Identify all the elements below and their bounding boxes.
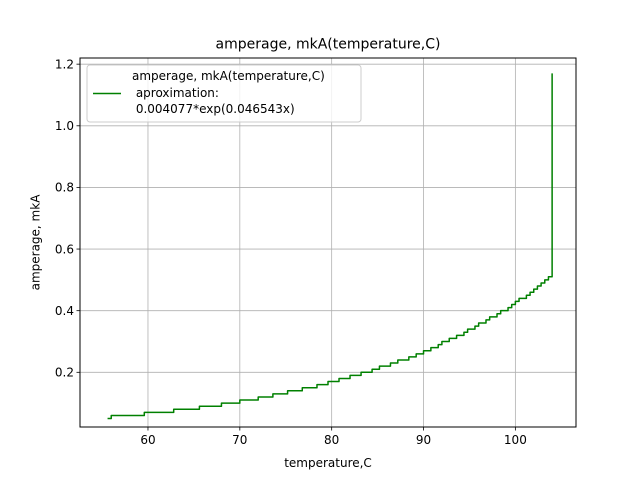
y-tick-label: 1.0 bbox=[55, 119, 74, 133]
x-tick-label: 60 bbox=[140, 433, 155, 447]
x-tick-label: 70 bbox=[232, 433, 247, 447]
axes-frame bbox=[79, 57, 577, 428]
x-tick-label: 80 bbox=[324, 433, 339, 447]
y-tick-label: 0.8 bbox=[55, 181, 74, 195]
legend-entry-line-1: amperage, mkA(temperature,C) bbox=[132, 69, 325, 83]
legend-entry-line-3: 0.004077*exp(0.046543x) bbox=[132, 102, 295, 116]
y-tick-label: 1.2 bbox=[55, 57, 74, 71]
ticks: 60 70 80 90 100 0.2 0.4 0.6 0.8 1.0 1.2 bbox=[55, 57, 527, 447]
y-tick-label: 0.2 bbox=[55, 366, 74, 380]
y-axis-label: amperage, mkA bbox=[29, 194, 43, 291]
y-tick-label: 0.4 bbox=[55, 304, 74, 318]
y-tick-label: 0.6 bbox=[55, 242, 74, 256]
x-axis-label: temperature,C bbox=[284, 456, 372, 470]
plot-area bbox=[107, 73, 553, 420]
legend: amperage, mkA(temperature,C) aproximatio… bbox=[86, 64, 362, 123]
x-tick-label: 90 bbox=[416, 433, 431, 447]
series-line bbox=[107, 73, 553, 420]
chart-title: amperage, mkA(temperature,C) bbox=[216, 37, 441, 53]
legend-box bbox=[86, 64, 362, 123]
x-tick-label: 100 bbox=[504, 433, 527, 447]
legend-entry-line-2: aproximation: bbox=[132, 86, 219, 100]
